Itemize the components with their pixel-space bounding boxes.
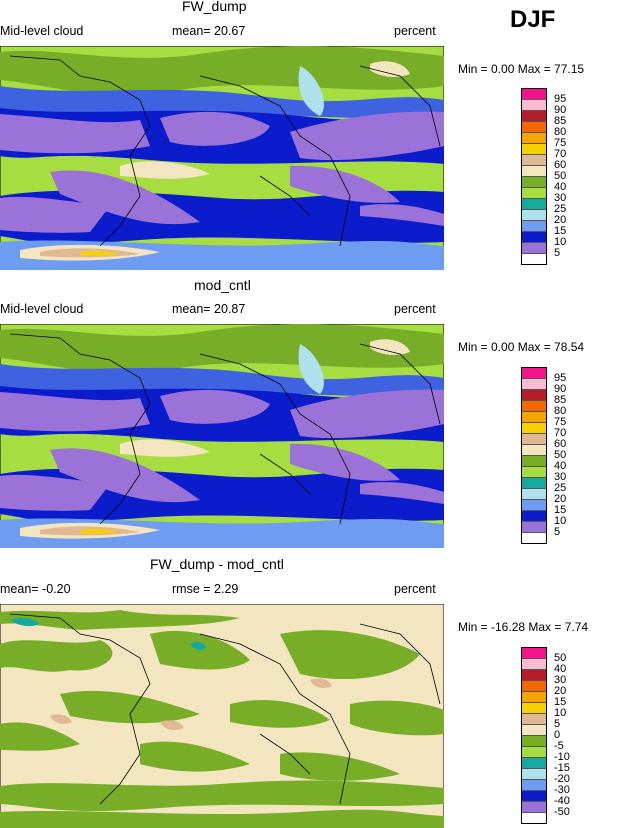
- panel3-colorbar-label: -50: [554, 806, 570, 818]
- panel2-colorbar-label: 90: [554, 383, 567, 395]
- panel2-colorbar-label: 10: [554, 515, 567, 527]
- panel3-colorbar-label: 40: [554, 663, 567, 675]
- panel3-title: FW_dump - mod_cntl: [150, 556, 284, 572]
- panel1-colorbar-label: 15: [554, 225, 567, 237]
- panel2-colorbar-label: 30: [554, 471, 567, 483]
- panel1-minmax: Min = 0.00 Max = 77.15: [458, 62, 585, 76]
- panel2-map: [0, 324, 444, 548]
- panel3-colorbar-label: 10: [554, 707, 567, 719]
- panel2-colorbar-label: 5: [554, 526, 561, 538]
- panel3-colorbar-label: -20: [554, 773, 570, 785]
- panel1-title: FW_dump: [182, 0, 247, 14]
- panel1-colorbar-label: 70: [554, 148, 567, 160]
- panel3-colorbar-label: -15: [554, 762, 570, 774]
- panel3-colorbar-label: 20: [554, 685, 567, 697]
- panel2-mean-label: mean= 20.87: [172, 302, 246, 316]
- panel3-colorbar: [521, 647, 547, 824]
- panel3-colorbar-label: 30: [554, 674, 567, 686]
- panel1-colorbar-label: 75: [554, 137, 567, 149]
- panel3-colorbar-label: 50: [554, 652, 567, 664]
- panel1-colorbar-label: 50: [554, 170, 567, 182]
- panel2-colorbar-label: 50: [554, 449, 567, 461]
- panel2-colorbar-label: 25: [554, 482, 567, 494]
- panel1-colorbar-label: 10: [554, 236, 567, 248]
- panel2-colorbar-label: 95: [554, 372, 567, 384]
- panel3-colorbar-label: 0: [554, 729, 561, 741]
- panel2-colorbar-label: 75: [554, 416, 567, 428]
- panel3-map: [0, 604, 444, 828]
- panel3-colorbar-label: -40: [554, 795, 570, 807]
- panel3-colorbar-label: -10: [554, 751, 570, 763]
- panel2-colorbar-label: 20: [554, 493, 567, 505]
- panel2-colorbar-label: 40: [554, 460, 567, 472]
- panel2-title: mod_cntl: [194, 277, 251, 293]
- panel1-colorbar-label: 90: [554, 104, 567, 116]
- panel1-colorbar-label: 20: [554, 214, 567, 226]
- season-label: DJF: [510, 6, 556, 33]
- panel3-minmax: Min = -16.28 Max = 7.74: [458, 620, 589, 634]
- panel1-colorbar-label: 40: [554, 181, 567, 193]
- panel1-mean-label: mean= 20.67: [172, 24, 246, 38]
- panel3-colorbar-label: 15: [554, 696, 567, 708]
- panel2-colorbar-label: 15: [554, 504, 567, 516]
- panel1-colorbar: [521, 88, 547, 265]
- panel2-colorbar-label: 60: [554, 438, 567, 450]
- panel1-colorbar-label: 95: [554, 93, 567, 105]
- panel3-colorbar-label: -5: [554, 740, 564, 752]
- panel3-colorbar-label: -30: [554, 784, 570, 796]
- panel2-minmax: Min = 0.00 Max = 78.54: [458, 340, 585, 354]
- panel2-units-label: percent: [394, 302, 436, 316]
- panel3-mean-label: mean= -0.20: [0, 582, 71, 596]
- panel2-field-label: Mid-level cloud: [0, 302, 84, 316]
- panel1-colorbar-label: 60: [554, 159, 567, 171]
- panel2-colorbar: [521, 367, 547, 544]
- panel1-colorbar-label: 25: [554, 203, 567, 215]
- panel1-colorbar-label: 30: [554, 192, 567, 204]
- panel2-colorbar-label: 70: [554, 427, 567, 439]
- panel1-colorbar-label: 85: [554, 115, 567, 127]
- panel1-units-label: percent: [394, 24, 436, 38]
- panel3-units-label: percent: [394, 582, 436, 596]
- panel3-colorbar-label: 5: [554, 718, 561, 730]
- panel1-map: [0, 46, 444, 270]
- panel3-rmse-label: rmse = 2.29: [172, 582, 239, 596]
- panel2-colorbar-label: 80: [554, 405, 567, 417]
- panel1-colorbar-label: 80: [554, 126, 567, 138]
- panel1-colorbar-label: 5: [554, 247, 561, 259]
- panel2-colorbar-label: 85: [554, 394, 567, 406]
- panel1-field-label: Mid-level cloud: [0, 24, 84, 38]
